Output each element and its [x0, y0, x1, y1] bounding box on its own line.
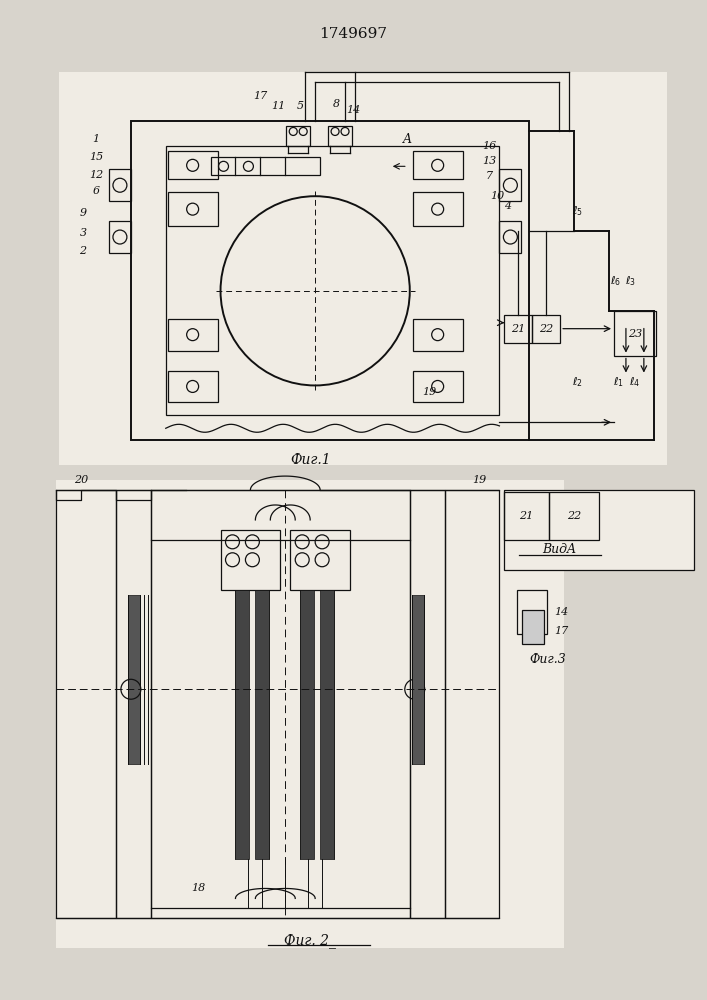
Bar: [413, 371, 462, 402]
Bar: [235, 590, 250, 859]
Bar: [328, 126, 352, 146]
Bar: [445, 490, 499, 918]
Bar: [499, 221, 521, 253]
Bar: [168, 151, 218, 179]
Bar: [518, 590, 547, 634]
Bar: [165, 146, 499, 415]
Bar: [151, 490, 410, 918]
Text: 22: 22: [567, 511, 581, 521]
Text: 12: 12: [89, 170, 103, 180]
Text: Фиг. 2_: Фиг. 2_: [284, 933, 336, 948]
Text: ВидA: ВидA: [542, 543, 576, 556]
Text: A: A: [403, 133, 412, 146]
Bar: [614, 311, 656, 356]
Text: 21: 21: [519, 511, 534, 521]
Bar: [286, 126, 310, 146]
Bar: [59, 72, 667, 465]
Text: 20: 20: [74, 475, 88, 485]
Bar: [56, 490, 116, 918]
Text: 16: 16: [482, 141, 496, 151]
Text: 9: 9: [79, 208, 87, 218]
Text: 23: 23: [628, 329, 642, 339]
Bar: [413, 192, 462, 226]
Text: Фиг.1: Фиг.1: [290, 453, 330, 467]
Text: 4: 4: [504, 201, 511, 211]
Bar: [291, 530, 350, 590]
Text: 1: 1: [93, 134, 100, 144]
Text: 7: 7: [486, 171, 493, 181]
Bar: [532, 315, 560, 343]
Bar: [168, 192, 218, 226]
Text: 10: 10: [491, 191, 505, 201]
Bar: [499, 169, 521, 201]
Bar: [168, 371, 218, 402]
Bar: [56, 480, 564, 948]
Text: 19: 19: [423, 387, 437, 397]
Bar: [255, 590, 269, 859]
Bar: [413, 319, 462, 351]
Bar: [410, 490, 445, 918]
Bar: [109, 221, 131, 253]
Text: 21: 21: [511, 324, 525, 334]
Bar: [522, 610, 544, 644]
Bar: [221, 530, 280, 590]
Bar: [128, 595, 140, 764]
Text: $\ell_1$: $\ell_1$: [614, 376, 624, 389]
Bar: [504, 492, 549, 540]
Bar: [549, 492, 599, 540]
Text: 19: 19: [472, 475, 486, 485]
Text: 22: 22: [539, 324, 554, 334]
Text: 8: 8: [332, 99, 339, 109]
Text: 1749697: 1749697: [319, 27, 387, 41]
Text: 3: 3: [79, 228, 87, 238]
Text: 13: 13: [482, 156, 496, 166]
Bar: [300, 590, 314, 859]
Bar: [168, 319, 218, 351]
Text: $\ell_4$: $\ell_4$: [629, 376, 641, 389]
Bar: [320, 590, 334, 859]
Bar: [504, 315, 532, 343]
Text: 17: 17: [253, 91, 267, 101]
Text: 2: 2: [79, 246, 87, 256]
Bar: [131, 121, 530, 440]
Bar: [413, 151, 462, 179]
Text: $\ell_2$: $\ell_2$: [572, 376, 583, 389]
Text: 14: 14: [346, 105, 360, 115]
Text: 17: 17: [554, 626, 568, 636]
Bar: [109, 169, 131, 201]
Bar: [411, 595, 423, 764]
Text: $\ell_6$: $\ell_6$: [610, 274, 621, 288]
Text: 5: 5: [297, 101, 304, 111]
Text: 11: 11: [271, 101, 286, 111]
Bar: [504, 490, 694, 570]
Text: 14: 14: [554, 607, 568, 617]
Text: $\ell_3$: $\ell_3$: [626, 274, 636, 288]
Bar: [116, 490, 151, 918]
Bar: [211, 157, 320, 175]
Text: $\ell_5$: $\ell_5$: [572, 204, 583, 218]
Text: 18: 18: [192, 883, 206, 893]
Text: 15: 15: [89, 152, 103, 162]
Text: Фиг.3: Фиг.3: [529, 653, 566, 666]
Text: 6: 6: [93, 186, 100, 196]
